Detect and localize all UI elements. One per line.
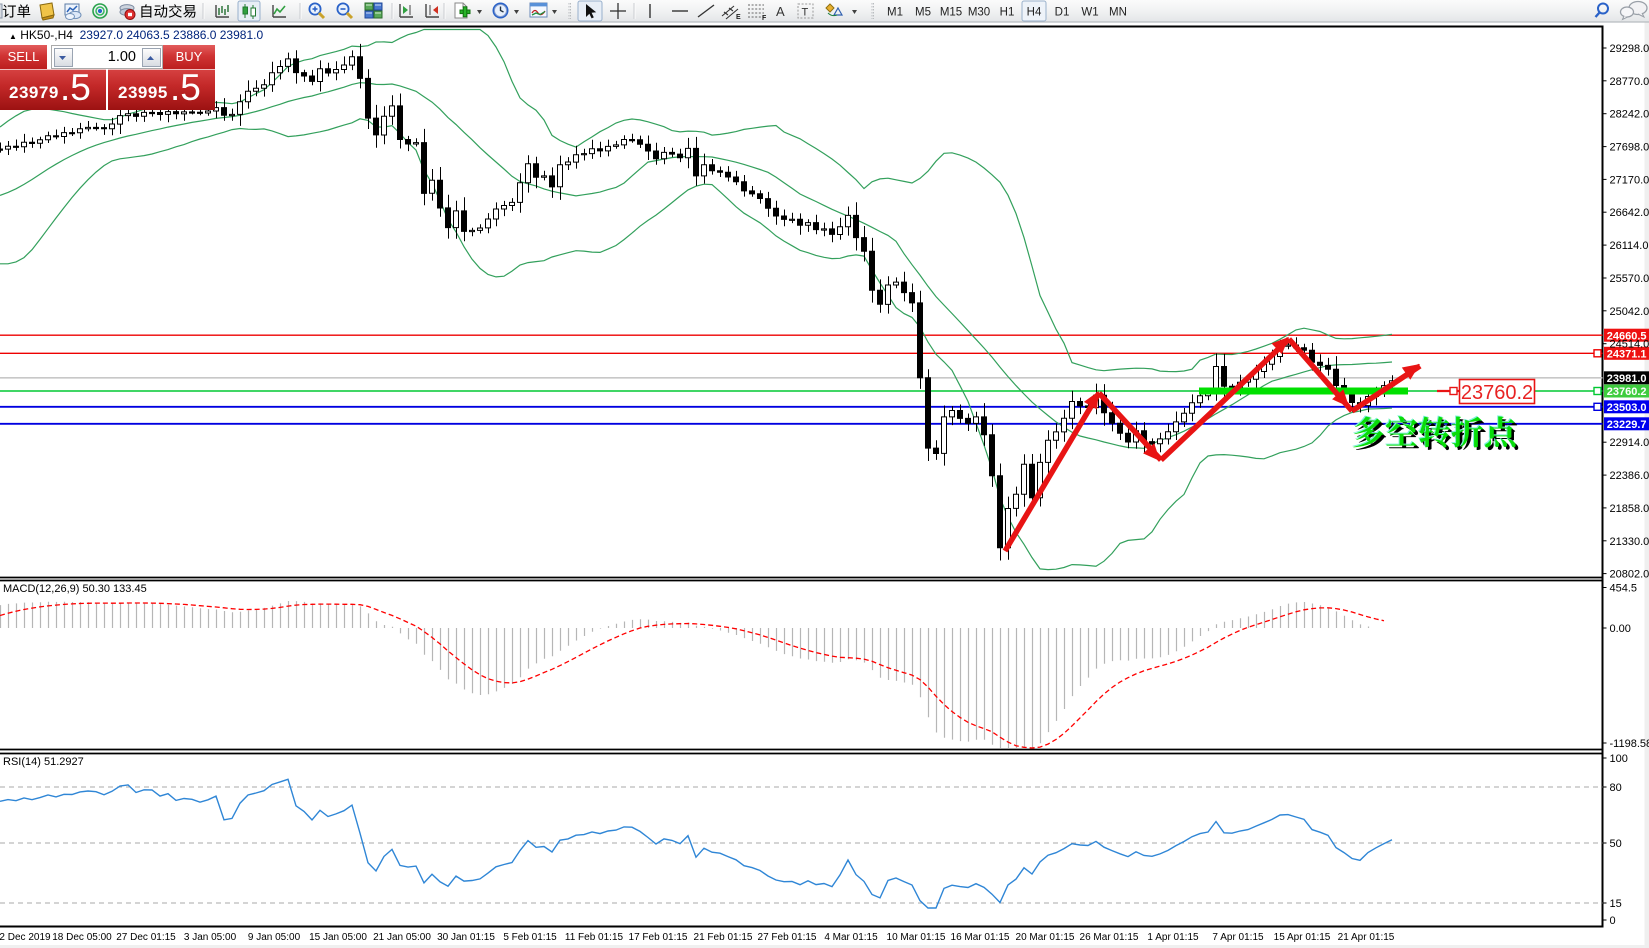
svg-text:18 Dec 05:00: 18 Dec 05:00 [52, 932, 112, 943]
svg-text:28770.0: 28770.0 [1610, 76, 1649, 88]
svg-text:26 Mar 01:15: 26 Mar 01:15 [1080, 932, 1139, 943]
svg-text:29298.0: 29298.0 [1610, 43, 1649, 55]
svg-text:15 Jan 05:00: 15 Jan 05:00 [309, 932, 367, 943]
svg-text:RSI(14) 51.2927: RSI(14) 51.2927 [3, 756, 84, 768]
svg-text:27170.0: 27170.0 [1610, 174, 1649, 186]
svg-text:2 Dec 2019: 2 Dec 2019 [0, 932, 51, 943]
svg-text:23981.0: 23981.0 [1607, 373, 1647, 385]
svg-text:27 Feb 01:15: 27 Feb 01:15 [758, 932, 817, 943]
svg-text:0.00: 0.00 [1610, 623, 1631, 635]
svg-text:25570.0: 25570.0 [1610, 273, 1649, 285]
svg-text:80: 80 [1610, 782, 1622, 794]
svg-text:24514.0: 24514.0 [1610, 339, 1649, 351]
svg-text:W1: W1 [1081, 7, 1098, 19]
svg-text:23760.2: 23760.2 [1607, 386, 1647, 398]
svg-text:26114.0: 26114.0 [1610, 240, 1649, 252]
svg-text:21 Apr 01:15: 21 Apr 01:15 [1338, 932, 1395, 943]
svg-text:25042.0: 25042.0 [1610, 306, 1649, 318]
svg-text:0: 0 [1610, 915, 1616, 927]
svg-text:11 Feb 01:15: 11 Feb 01:15 [565, 932, 624, 943]
svg-text:M5: M5 [915, 7, 931, 19]
svg-text:M15: M15 [940, 7, 962, 19]
svg-text:21330.0: 21330.0 [1610, 536, 1649, 548]
svg-text:E: E [736, 14, 741, 21]
svg-text:17 Feb 01:15: 17 Feb 01:15 [629, 932, 688, 943]
svg-text:M1: M1 [887, 7, 903, 19]
svg-text:D1: D1 [1055, 7, 1070, 19]
svg-text:MACD(12,26,9) 50.30 133.45: MACD(12,26,9) 50.30 133.45 [3, 583, 147, 595]
svg-text:1 Apr 01:15: 1 Apr 01:15 [1147, 932, 1199, 943]
svg-text:H4: H4 [1027, 7, 1042, 19]
svg-text:9 Jan 05:00: 9 Jan 05:00 [248, 932, 301, 943]
svg-text:H1: H1 [1000, 7, 1015, 19]
svg-text:A: A [776, 4, 785, 19]
svg-text:23503.0: 23503.0 [1607, 402, 1647, 414]
svg-text:15: 15 [1610, 898, 1622, 910]
svg-text:-1198.58: -1198.58 [1610, 738, 1649, 750]
svg-text:22914.0: 22914.0 [1610, 437, 1649, 449]
svg-text:27698.0: 27698.0 [1610, 142, 1649, 154]
svg-text:7 Apr 01:15: 7 Apr 01:15 [1212, 932, 1264, 943]
svg-text:21 Jan 05:00: 21 Jan 05:00 [373, 932, 431, 943]
svg-text:15 Apr 01:15: 15 Apr 01:15 [1274, 932, 1331, 943]
svg-text:22386.0: 22386.0 [1610, 470, 1649, 482]
svg-text:20 Mar 01:15: 20 Mar 01:15 [1016, 932, 1075, 943]
svg-text:20802.0: 20802.0 [1610, 569, 1649, 581]
svg-text:16 Mar 01:15: 16 Mar 01:15 [951, 932, 1010, 943]
svg-text:24371.1: 24371.1 [1607, 349, 1647, 361]
svg-text:454.5: 454.5 [1610, 583, 1638, 595]
svg-text:M30: M30 [968, 7, 990, 19]
svg-text:100: 100 [1610, 753, 1628, 765]
svg-text:26642.0: 26642.0 [1610, 207, 1649, 219]
svg-text:5 Feb 01:15: 5 Feb 01:15 [503, 932, 557, 943]
svg-text:28242.0: 28242.0 [1610, 109, 1649, 121]
svg-text:21858.0: 21858.0 [1610, 503, 1649, 515]
svg-text:T: T [802, 7, 809, 19]
svg-text:50: 50 [1610, 838, 1622, 850]
svg-text:21 Feb 01:15: 21 Feb 01:15 [694, 932, 753, 943]
svg-text:MN: MN [1109, 7, 1127, 19]
svg-text:4 Mar 01:15: 4 Mar 01:15 [824, 932, 878, 943]
svg-text:27 Dec 01:15: 27 Dec 01:15 [116, 932, 176, 943]
svg-text:30 Jan 01:15: 30 Jan 01:15 [437, 932, 495, 943]
svg-text:F: F [762, 15, 767, 22]
svg-text:10 Mar 01:15: 10 Mar 01:15 [887, 932, 946, 943]
svg-text:3 Jan 05:00: 3 Jan 05:00 [184, 932, 237, 943]
svg-text:23229.7: 23229.7 [1607, 419, 1647, 431]
svg-text:23760.2: 23760.2 [1461, 382, 1533, 404]
svg-text:24660.5: 24660.5 [1607, 330, 1647, 342]
